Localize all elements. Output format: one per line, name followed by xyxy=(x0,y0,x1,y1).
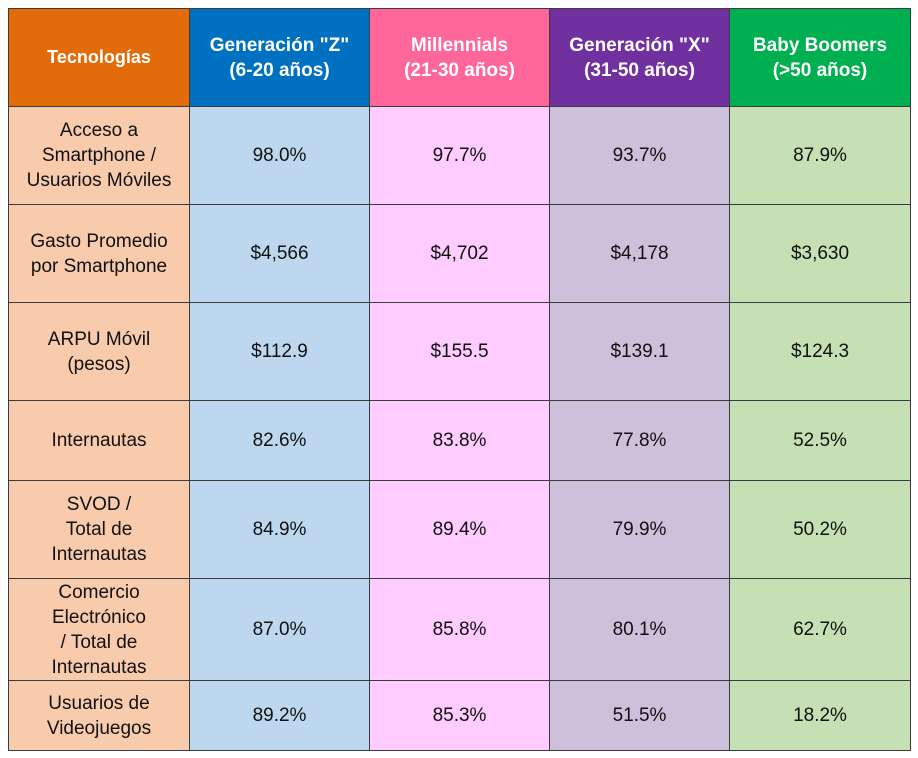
cell-baby-boomers: $3,630 xyxy=(729,204,911,303)
cell-baby-boomers: 50.2% xyxy=(729,480,911,579)
header-row: Tecnologías Generación "Z" (6-20 años) M… xyxy=(8,8,911,107)
cell-generacion-z: 84.9% xyxy=(189,480,370,579)
cell-generacion-x: 77.8% xyxy=(549,400,730,481)
cell-generacion-z: 98.0% xyxy=(189,106,370,205)
cell-millennials: 85.3% xyxy=(369,680,550,751)
row-label: Internautas xyxy=(8,400,190,481)
cell-generacion-z: 87.0% xyxy=(189,578,370,681)
row-internautas: Internautas 82.6% 83.8% 77.8% 52.5% xyxy=(8,400,911,481)
cell-generacion-z: $112.9 xyxy=(189,302,370,401)
row-label: Usuarios de Videojuegos xyxy=(8,680,190,751)
row-acceso-smartphone: Acceso a Smartphone / Usuarios Móviles 9… xyxy=(8,106,911,205)
cell-generacion-x: 51.5% xyxy=(549,680,730,751)
cell-baby-boomers: 52.5% xyxy=(729,400,911,481)
row-svod: SVOD / Total de Internautas 84.9% 89.4% … xyxy=(8,480,911,579)
cell-baby-boomers: $124.3 xyxy=(729,302,911,401)
cell-millennials: 85.8% xyxy=(369,578,550,681)
generations-table: Tecnologías Generación "Z" (6-20 años) M… xyxy=(8,8,911,751)
row-comercio-electronico: Comercio Electrónico / Total de Internau… xyxy=(8,578,911,681)
row-gasto-promedio: Gasto Promedio por Smartphone $4,566 $4,… xyxy=(8,204,911,303)
cell-baby-boomers: 87.9% xyxy=(729,106,911,205)
cell-generacion-x: 79.9% xyxy=(549,480,730,579)
cell-generacion-x: $4,178 xyxy=(549,204,730,303)
row-label: ARPU Móvil (pesos) xyxy=(8,302,190,401)
cell-baby-boomers: 62.7% xyxy=(729,578,911,681)
row-videojuegos: Usuarios de Videojuegos 89.2% 85.3% 51.5… xyxy=(8,680,911,751)
row-label: Gasto Promedio por Smartphone xyxy=(8,204,190,303)
row-label: Acceso a Smartphone / Usuarios Móviles xyxy=(8,106,190,205)
cell-generacion-z: 82.6% xyxy=(189,400,370,481)
row-label: SVOD / Total de Internautas xyxy=(8,480,190,579)
cell-millennials: $4,702 xyxy=(369,204,550,303)
cell-generacion-x: 80.1% xyxy=(549,578,730,681)
cell-generacion-x: $139.1 xyxy=(549,302,730,401)
cell-generacion-z: $4,566 xyxy=(189,204,370,303)
header-millennials: Millennials (21-30 años) xyxy=(369,8,550,107)
cell-generacion-z: 89.2% xyxy=(189,680,370,751)
header-baby-boomers: Baby Boomers (>50 años) xyxy=(729,8,911,107)
cell-millennials: $155.5 xyxy=(369,302,550,401)
cell-generacion-x: 93.7% xyxy=(549,106,730,205)
cell-millennials: 83.8% xyxy=(369,400,550,481)
cell-millennials: 89.4% xyxy=(369,480,550,579)
row-arpu-movil: ARPU Móvil (pesos) $112.9 $155.5 $139.1 … xyxy=(8,302,911,401)
header-generacion-z: Generación "Z" (6-20 años) xyxy=(189,8,370,107)
header-tecnologias: Tecnologías xyxy=(8,8,190,107)
header-generacion-x: Generación "X" (31-50 años) xyxy=(549,8,730,107)
cell-baby-boomers: 18.2% xyxy=(729,680,911,751)
cell-millennials: 97.7% xyxy=(369,106,550,205)
row-label: Comercio Electrónico / Total de Internau… xyxy=(8,578,190,681)
